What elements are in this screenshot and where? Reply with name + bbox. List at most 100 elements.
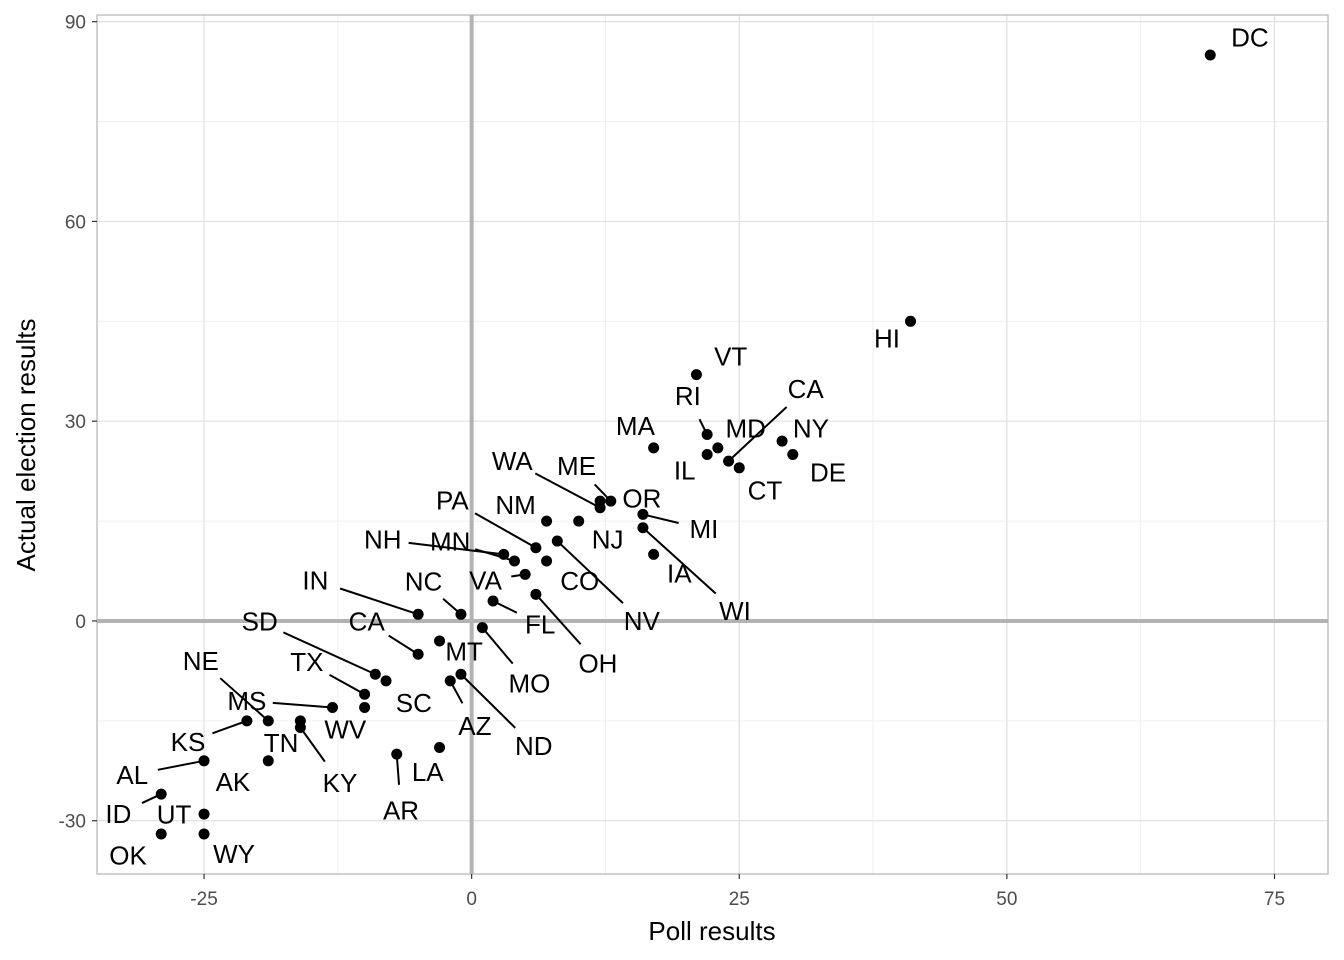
- y-axis-ticks: -30 0 30 60 90: [59, 13, 97, 833]
- data-point: [391, 748, 403, 760]
- data-point: [369, 668, 381, 680]
- point-label: OK: [109, 840, 147, 870]
- point-label: KS: [171, 727, 206, 757]
- data-point: [637, 522, 649, 534]
- data-point: [262, 715, 274, 727]
- data-point: [530, 542, 542, 554]
- y-tick-label: 0: [75, 612, 86, 633]
- point-label: PA: [436, 485, 469, 515]
- data-point: [455, 608, 467, 620]
- data-point: [434, 741, 446, 753]
- point-label: WY: [213, 839, 255, 869]
- data-point: [487, 595, 499, 607]
- point-label: NE: [183, 646, 219, 676]
- data-point: [712, 442, 724, 454]
- point-label: OH: [578, 649, 617, 679]
- point-label: TX: [290, 647, 323, 677]
- data-point: [787, 448, 799, 460]
- point-label: WV: [324, 715, 367, 745]
- point-labels: DC HI VT CA RI MD NY MA IL DE CT WA ME OR MI PA NM NJ NH MN…: [105, 23, 1268, 871]
- point-label: SC: [396, 688, 432, 718]
- data-point: [541, 515, 553, 527]
- data-point: [637, 508, 649, 520]
- leader-line: [727, 406, 788, 462]
- data-point: [690, 369, 702, 381]
- point-label: MS: [227, 686, 266, 716]
- x-tick-label: 25: [729, 889, 750, 910]
- leader-line: [460, 673, 516, 729]
- point-label: IL: [674, 455, 696, 485]
- data-point: [476, 622, 488, 634]
- leader-line: [474, 512, 537, 549]
- x-tick-label: 50: [996, 889, 1017, 910]
- data-point: [294, 722, 306, 734]
- leader-line: [272, 701, 333, 709]
- x-tick-label: 75: [1264, 889, 1285, 910]
- leader-line: [219, 677, 269, 722]
- leader-line: [642, 513, 679, 524]
- data-point: [551, 535, 563, 547]
- data-point: [530, 588, 542, 600]
- data-point: [198, 828, 210, 840]
- reference-lines: [97, 15, 1328, 874]
- leader-line: [329, 673, 366, 696]
- point-label: DE: [810, 457, 846, 487]
- point-label: LA: [412, 757, 444, 787]
- leader-line: [535, 593, 582, 645]
- leader-line: [642, 526, 717, 595]
- data-point: [359, 702, 371, 714]
- label-leaders: [141, 406, 788, 804]
- x-tick-label: -25: [190, 889, 217, 910]
- data-point: [541, 555, 553, 567]
- data-points: [155, 49, 1216, 840]
- point-label: ID: [105, 799, 131, 829]
- point-label: VT: [714, 342, 747, 372]
- point-label: AL: [116, 760, 148, 790]
- grid: [97, 15, 1328, 874]
- leader-line: [388, 634, 419, 656]
- point-label: NY: [793, 414, 829, 444]
- point-label: AR: [383, 796, 419, 826]
- data-point: [605, 495, 617, 507]
- x-axis-ticks: -25 0 25 50 75: [190, 874, 1285, 910]
- leader-line: [157, 759, 205, 771]
- data-point: [380, 675, 392, 687]
- point-label: RI: [675, 381, 701, 411]
- point-label: CA: [349, 607, 386, 637]
- data-point: [573, 515, 585, 527]
- data-point: [498, 548, 510, 560]
- y-tick-label: 90: [65, 13, 86, 34]
- data-point: [198, 755, 210, 767]
- point-label: OR: [622, 483, 661, 513]
- data-point: [198, 808, 210, 820]
- data-point: [326, 702, 338, 714]
- point-label: AK: [216, 767, 251, 797]
- panel-border: [96, 14, 1329, 875]
- point-label: WA: [492, 446, 534, 476]
- point-label: TN: [264, 728, 299, 758]
- data-point: [594, 495, 606, 507]
- point-label: ND: [515, 731, 553, 761]
- data-point: [155, 828, 167, 840]
- point-label: UT: [157, 800, 192, 830]
- data-point: [1204, 49, 1216, 61]
- point-label: ME: [557, 451, 596, 481]
- data-point: [241, 715, 253, 727]
- leader-line: [282, 631, 376, 676]
- point-label: HI: [874, 324, 900, 354]
- data-point: [648, 548, 660, 560]
- data-point: [262, 755, 274, 767]
- data-point: [648, 442, 660, 454]
- data-point: [412, 608, 424, 620]
- data-point: [776, 435, 788, 447]
- point-label: SD: [242, 607, 278, 637]
- point-label: KY: [323, 768, 358, 798]
- data-point: [455, 668, 467, 680]
- data-point: [905, 315, 917, 327]
- point-label: CT: [748, 475, 783, 505]
- point-label: WI: [719, 596, 751, 626]
- data-point: [412, 648, 424, 660]
- data-point: [701, 448, 713, 460]
- point-label: MD: [725, 414, 765, 444]
- point-label: NV: [624, 606, 661, 636]
